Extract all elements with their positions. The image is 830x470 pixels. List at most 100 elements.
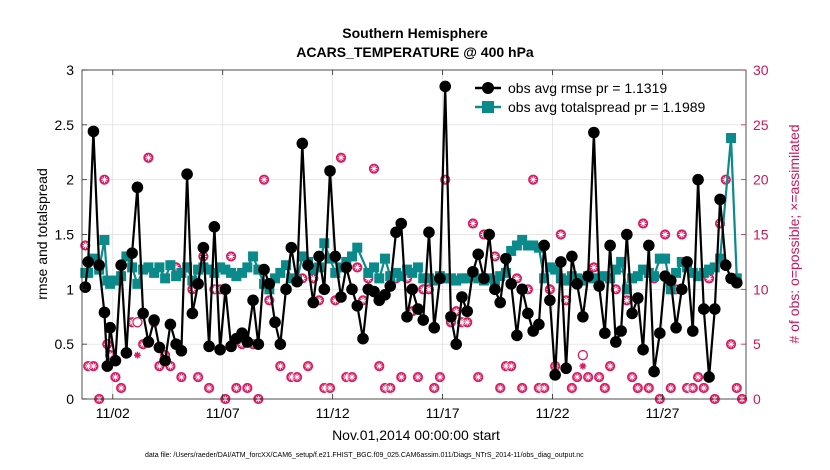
rmse-point	[472, 248, 485, 261]
x-tick-label: 11/27	[645, 405, 679, 421]
legend-spread-label: obs avg totalspread pr = 1.1989	[508, 99, 706, 115]
obs-assimilated-marker	[112, 373, 119, 381]
obs-assimilated-marker	[573, 373, 581, 381]
spread-point	[462, 273, 473, 284]
axes: 11/02 11/07 11/12 11/17 11/22 11/27 0 0.5 1 1.5 2 2…	[55, 62, 769, 421]
spread-point	[160, 273, 171, 284]
spread-point	[132, 278, 143, 289]
legend-spread-marker	[482, 101, 494, 113]
obs-assimilated-marker	[342, 373, 350, 381]
chart-subtitle: ACARS_TEMPERATURE @ 400 hPa	[296, 44, 534, 60]
rmse-point	[247, 294, 259, 307]
spread-point	[154, 262, 165, 273]
rmse-point	[280, 283, 292, 296]
rmse-point	[390, 226, 402, 239]
y2-tick-label: 30	[753, 62, 769, 78]
obs-assimilated-marker	[436, 373, 444, 381]
y2-axis-label: # of obs: o=possible; ×=assimilated	[786, 124, 802, 343]
rmse-point	[285, 241, 298, 254]
obs-assimilated-marker	[507, 362, 515, 370]
obs-assimilated-marker	[546, 285, 554, 293]
obs-assimilated-marker	[260, 176, 268, 184]
spread-point	[138, 264, 149, 275]
spread-point	[577, 275, 588, 286]
obs-assimilated-marker	[722, 176, 730, 184]
obs-assimilated-marker	[337, 154, 345, 162]
rmse-point	[340, 261, 353, 274]
spread-point	[143, 262, 154, 273]
spread-point	[418, 273, 429, 284]
obs-assimilated-marker	[177, 373, 185, 381]
obs-assimilated-marker	[496, 384, 504, 392]
rmse-point	[522, 307, 534, 320]
rmse-point	[79, 281, 92, 293]
rmse-point	[643, 239, 655, 252]
spread-point	[671, 267, 682, 278]
y2-tick-label: 25	[753, 117, 769, 133]
spread-point	[616, 256, 627, 267]
spread-point	[105, 278, 116, 289]
spread-point	[500, 267, 511, 278]
spread-point	[660, 253, 671, 264]
obs-assimilated-marker	[353, 264, 361, 271]
rmse-point	[208, 221, 221, 233]
obs-assimilated-marker	[568, 384, 576, 392]
rmse-point	[456, 291, 468, 303]
rmse-point	[626, 307, 638, 320]
rmse-point	[494, 296, 506, 309]
spread-point	[561, 275, 572, 286]
rmse-point	[648, 365, 660, 378]
obs-assimilated-marker	[601, 384, 609, 392]
legend-rmse-marker	[482, 82, 494, 94]
rmse-point	[544, 294, 556, 307]
obs-assimilated-marker	[359, 296, 367, 304]
rmse-point	[505, 278, 517, 290]
rmse-point	[681, 256, 693, 268]
y2-tick-label: 20	[753, 172, 769, 188]
y-tick-label: 3	[66, 62, 74, 78]
rmse-point	[236, 327, 248, 340]
rmse-point	[719, 259, 732, 272]
rmse-point	[555, 256, 567, 268]
obs-assimilated-marker	[645, 384, 653, 392]
obs-possible-marker	[132, 317, 143, 328]
spread-point	[687, 267, 698, 278]
obs-assimilated-marker	[298, 274, 306, 282]
obs-assimilated-marker	[518, 384, 526, 392]
obs-assimilated-marker	[172, 264, 180, 271]
obs-assimilated-marker	[579, 362, 587, 370]
y2-tick-label: 15	[753, 227, 769, 243]
obs-assimilated-marker	[667, 384, 675, 392]
spread-point	[187, 275, 198, 286]
rmse-point	[549, 369, 561, 381]
spread-point	[171, 271, 182, 282]
rmse-point	[489, 283, 501, 296]
obs-assimilated-marker	[612, 285, 620, 293]
obs-assimilated-marker	[683, 384, 691, 392]
obs-assimilated-marker	[694, 373, 702, 381]
spread-point	[709, 262, 720, 273]
obs-assimilated-marker	[287, 373, 295, 381]
rmse-point	[703, 371, 715, 383]
spread-point	[704, 264, 715, 275]
spread-point	[330, 267, 341, 278]
spread-point	[176, 267, 187, 278]
rmse-point	[126, 247, 138, 259]
rmse-point	[274, 338, 287, 350]
spread-point	[517, 234, 528, 245]
spread-point	[401, 264, 412, 275]
rmse-point	[296, 137, 309, 150]
spread-point	[605, 273, 616, 284]
rmse-point	[186, 307, 199, 320]
spread-point	[182, 262, 193, 273]
obs-assimilated-marker	[276, 362, 284, 370]
y-tick-label: 1	[66, 281, 74, 297]
obs-assimilated-marker	[166, 362, 174, 370]
obs-assimilated-marker	[101, 176, 108, 184]
spread-point	[693, 271, 704, 282]
obs-assimilated-marker	[639, 220, 647, 227]
rmse-point	[665, 274, 677, 287]
rmse-point	[153, 341, 166, 354]
x-tick-label: 11/12	[316, 405, 350, 421]
spread-point	[352, 242, 363, 253]
